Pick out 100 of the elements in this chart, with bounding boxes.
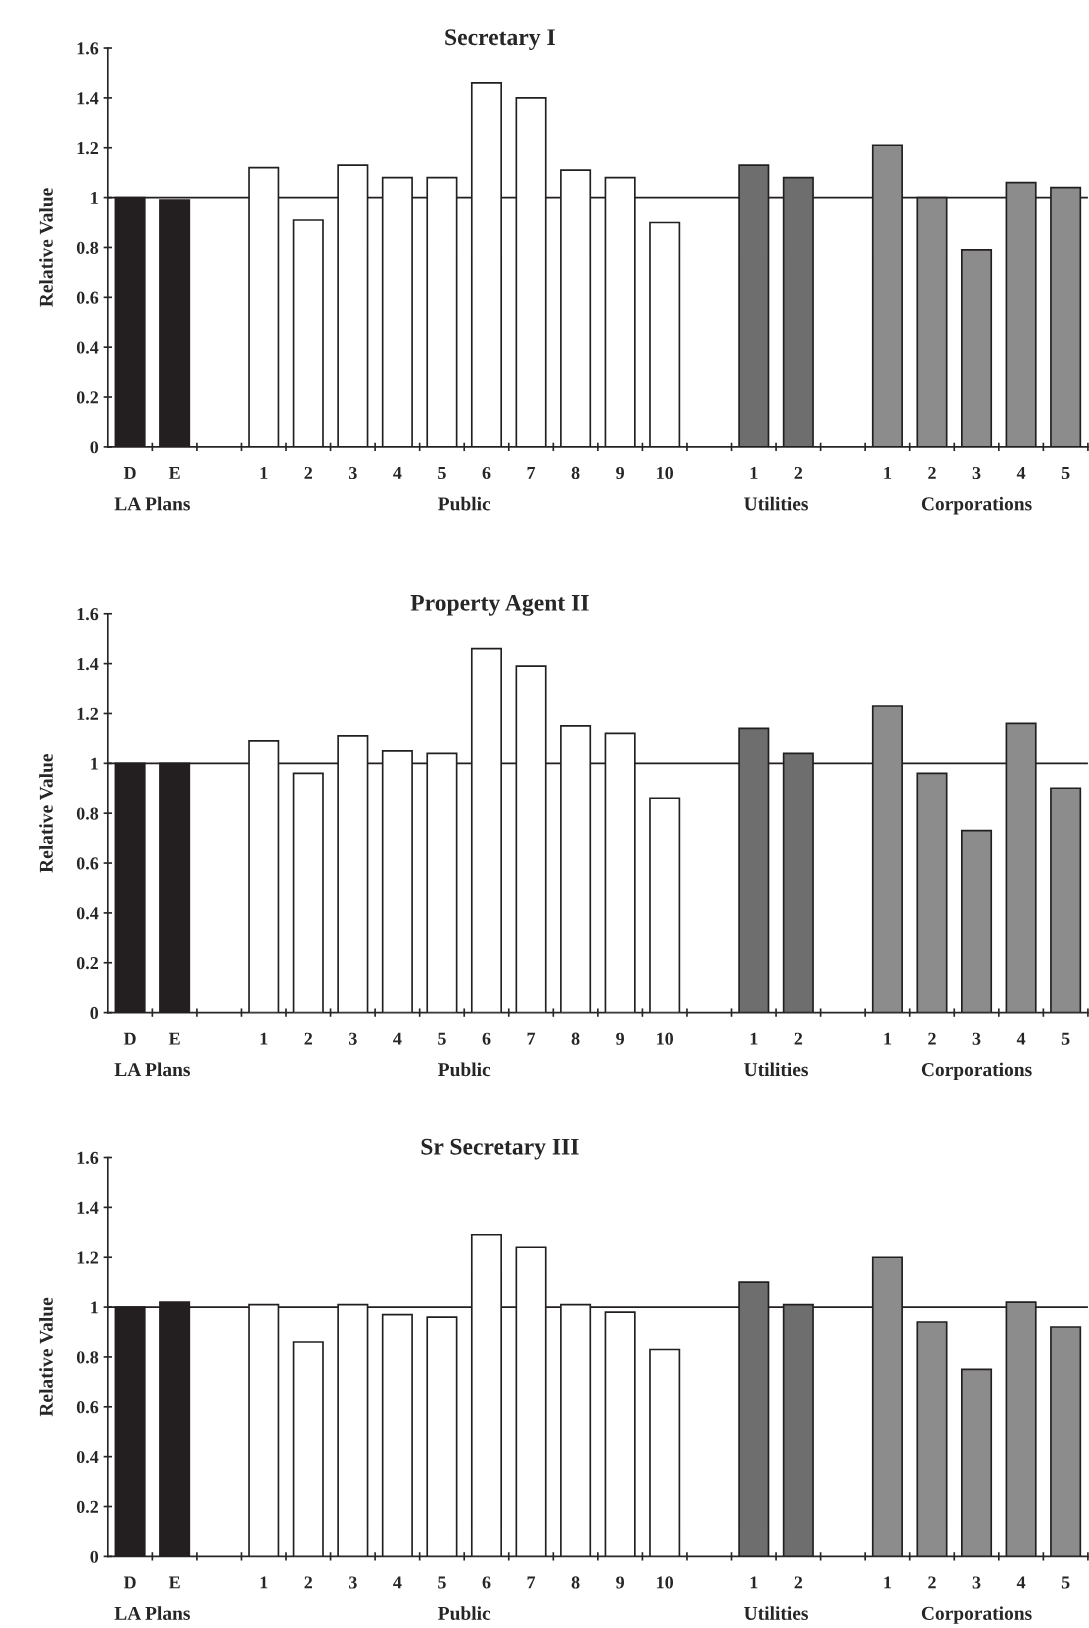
x-tick-label: 4 [393,466,402,479]
chart-title: Sr Secretary III [421,1138,579,1160]
y-tick-label: 0 [90,1006,99,1020]
x-tick-label: 4 [1016,1032,1026,1045]
text: LA Plans [114,1062,190,1077]
x-tick-label: 2 [304,466,313,479]
x-tick-label: 8 [571,1576,580,1589]
y-tick-label: 0.6 [76,1401,99,1414]
x-tick-label: 8 [571,1032,580,1045]
x-tick-label: 10 [657,1576,674,1589]
x-tick-label: 1 [260,466,268,479]
x-tick-label: 6 [482,1032,491,1045]
y-tick-label: 0.2 [76,957,99,970]
x-tick-label: 2 [304,1576,313,1589]
text: Utilities [744,1606,808,1620]
y-tick-label: 1.6 [77,608,99,621]
x-tick-label: 8 [571,466,580,480]
text: Corporations [921,496,1032,515]
x-tick-label: 5 [438,1576,446,1589]
text: Utilities [744,1062,808,1077]
x-tick-label: 5 [438,1032,446,1045]
x-tick-label: 2 [794,1576,803,1589]
y-tick-label: 1 [91,757,98,770]
x-tick-label: 6 [482,1576,491,1589]
y-tick-label: 1 [91,191,98,204]
chart-title: Property Agent II [410,594,589,616]
y-tick-label: 1.2 [77,1251,99,1264]
x-tick-label: 6 [482,466,491,480]
x-tick-label: 5 [438,467,446,480]
text: Public [438,1606,491,1620]
y-tick-label: 0.8 [76,1351,99,1364]
x-tick-label: 9 [616,1576,624,1589]
x-tick-label: 3 [972,466,981,480]
y-tick-label: 0.4 [76,341,99,354]
y-tick-label: 0.2 [76,1500,99,1514]
y-tick-label: 1.4 [77,92,99,105]
x-tick-label: 9 [616,466,624,480]
x-tick-label: 1 [750,1576,758,1589]
chart-title: Secretary I [445,29,555,51]
y-tick-label: 0 [90,1550,99,1563]
x-tick-label: 3 [349,1032,357,1045]
x-tick-label: 3 [349,466,357,480]
x-tick-label: 4 [1016,466,1026,479]
text: Public [438,1062,491,1077]
x-tick-label: 1 [750,466,758,479]
x-tick-label: 1 [750,1032,758,1045]
x-tick-label: 1 [260,1032,268,1045]
text: LA Plans [114,496,190,511]
x-tick-label: D [123,1032,136,1045]
text: Public [438,496,491,511]
x-tick-label: 4 [393,1576,402,1589]
x-tick-label: 7 [527,1032,536,1045]
x-tick-label: 9 [616,1032,624,1045]
x-tick-label: 3 [972,1576,981,1589]
x-tick-label: 2 [794,1032,803,1045]
y-tick-label: 1.6 [77,42,99,55]
x-tick-label: E [168,467,180,479]
y-tick-label: 1 [91,1301,98,1314]
x-tick-label: 2 [928,1576,936,1589]
text: LA Plans [114,1606,190,1620]
x-tick-label: 5 [1061,1576,1070,1589]
y-tick-label: 0.6 [76,291,99,304]
y-axis-title: Relative Value [39,1297,53,1417]
y-tick-label: 1.2 [77,707,99,720]
y-tick-label: 1.6 [77,1151,99,1165]
y-tick-label: 0.8 [76,241,99,254]
y-tick-label: 0.2 [76,391,99,404]
x-tick-label: E [168,1032,180,1045]
x-tick-label: E [168,1576,180,1589]
x-tick-label: 1 [884,1576,892,1589]
x-tick-label: 3 [349,1576,357,1589]
x-tick-label: 4 [1016,1576,1026,1589]
x-tick-label: 7 [527,1576,536,1589]
y-tick-label: 0.4 [76,1450,99,1464]
y-tick-label: 0 [90,441,99,454]
x-tick-label: D [123,467,136,479]
x-tick-label: 3 [972,1032,981,1045]
x-tick-label: 2 [928,1032,936,1045]
y-tick-label: 1.4 [77,657,99,671]
y-axis-title: Relative Value [39,754,53,873]
x-tick-label: 10 [657,1032,674,1045]
y-tick-label: 1.4 [77,1201,99,1214]
x-tick-label: 2 [304,1032,313,1045]
y-tick-label: 0.8 [76,807,99,820]
x-tick-label: 2 [794,466,803,479]
y-axis-title: Relative Value [39,188,53,307]
x-tick-label: 1 [884,1032,892,1045]
y-tick-label: 0.4 [76,907,99,920]
y-tick-label: 0.6 [76,857,99,870]
text: Corporations [921,1062,1032,1081]
y-tick-label: 1.2 [77,142,99,155]
x-tick-label: 5 [1061,467,1070,480]
x-tick-label: 7 [527,467,536,479]
text: Utilities [744,496,808,511]
x-tick-label: 1 [884,466,892,479]
x-tick-label: 10 [657,466,674,480]
x-tick-label: 1 [260,1576,268,1589]
x-tick-label: 2 [928,466,936,479]
x-tick-label: 4 [393,1032,402,1045]
x-tick-label: D [123,1576,136,1589]
